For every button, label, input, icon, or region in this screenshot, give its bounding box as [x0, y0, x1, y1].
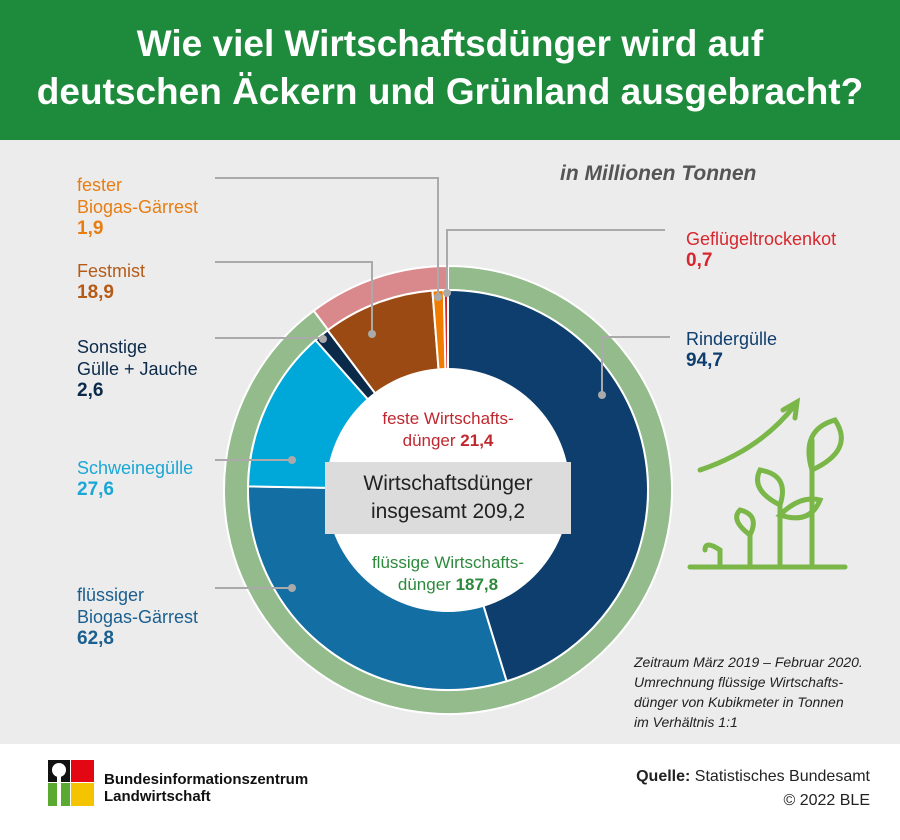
- label-fester-biogas: fester Biogas-Gärrest 1,9: [77, 175, 199, 239]
- center-total: Wirtschaftsdünger insgesamt 209,2: [325, 462, 571, 534]
- title-line-2: deutschen Äckern und Grünland ausgebrach…: [36, 71, 864, 112]
- leader-lines: [215, 177, 670, 589]
- center-fluessige: flüssige Wirtschafts-dünger 187,8: [371, 553, 525, 594]
- label-festmist: Festmist 18,9: [77, 261, 146, 303]
- title-line-1: Wie viel Wirtschaftsdünger wird auf: [136, 23, 764, 64]
- label-schweineguelle: Schweinegülle 27,6: [77, 458, 194, 500]
- plant-growth-icon: [687, 397, 848, 570]
- footnote: Zeitraum März 2019 – Februar 2020. Umrech…: [634, 654, 863, 730]
- label-sonstige: Sonstige Gülle + Jauche 2,6: [77, 337, 198, 401]
- unit-label: in Millionen Tonnen: [560, 162, 757, 185]
- source: Quelle: Statistisches Bundesamt © 2022 B…: [636, 768, 870, 809]
- slice-geflügeltrockenkot: [442, 288, 449, 372]
- center-feste: feste Wirtschafts-dünger 21,4: [382, 409, 514, 450]
- organization-name: Bundesinformationszentrum Landwirtschaft: [104, 771, 309, 805]
- ble-logo: [48, 760, 94, 806]
- label-fluessiger-biogas: flüssiger Biogas-Gärrest 62,8: [77, 585, 199, 649]
- label-gefluegeltrockenkot: Geflügeltrockenkot 0,7: [686, 229, 837, 271]
- leader-dots: [288, 289, 606, 592]
- label-rinderguelle: Rindergülle 94,7: [686, 329, 778, 371]
- title: Wie viel Wirtschaftsdünger wird auf deut…: [0, 0, 900, 140]
